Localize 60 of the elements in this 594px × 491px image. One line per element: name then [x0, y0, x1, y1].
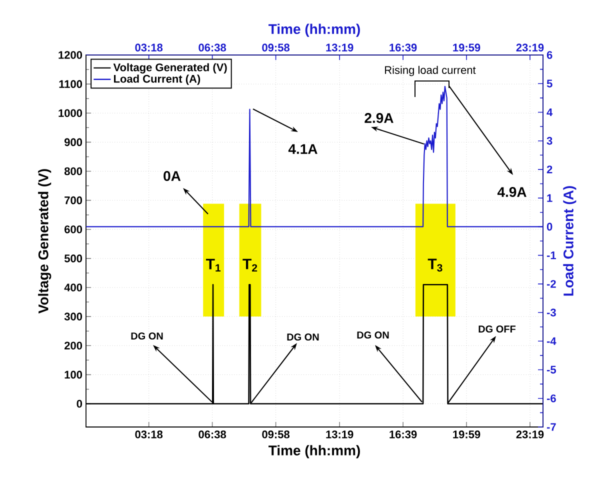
y2-tick-label: 3	[546, 136, 552, 145]
y-axis-title: Voltage Generated (V)	[38, 169, 52, 314]
annotation: 0A	[164, 171, 181, 181]
y2-tick-label: -6	[546, 394, 556, 402]
y-tick-label: 900	[64, 138, 82, 146]
x-tick-label: 06:38	[198, 430, 226, 438]
y2-tick-label: -2	[546, 280, 556, 288]
band-label: T$_{2}$	[242, 258, 258, 272]
y2-tick-label: -4	[546, 337, 556, 345]
y-tick-label: 600	[64, 225, 82, 234]
y2-tick-label: 2	[546, 166, 552, 174]
x2-tick-label: 03:18	[135, 44, 163, 52]
y-tick-label: 800	[64, 167, 82, 176]
y-tick-label: 1100	[59, 80, 82, 88]
y2-tick-label: -5	[546, 366, 556, 374]
y2-tick-label: -1	[546, 252, 556, 260]
annotation: DG ON	[131, 332, 163, 340]
x-tick-label: 03:18	[135, 430, 163, 438]
y-tick-label: 200	[64, 342, 82, 350]
annotation: DG ON	[357, 331, 389, 339]
x2-tick-label: 16:39	[390, 44, 417, 52]
y2-tick-label: -3	[546, 308, 556, 316]
legend-label: Load Current (A)	[114, 74, 200, 85]
annotation: 4.9A	[497, 187, 526, 197]
y-tick-label: 1000	[58, 109, 82, 118]
line-series	[86, 86, 544, 228]
y2-tick-label: 6	[546, 51, 552, 59]
y-tick-label: 0	[76, 400, 82, 408]
y-tick-label: 700	[64, 196, 82, 204]
y2-axis-title: Load Current (A)	[563, 186, 576, 296]
annotation: DG OFF	[478, 325, 516, 333]
y-tick-label: 100	[64, 370, 82, 379]
annotation: Rising load current	[385, 66, 476, 76]
y2-tick-label: 4	[546, 108, 553, 116]
y2-tick-label: -7	[546, 423, 556, 431]
legend-label: Voltage Generated (V)	[113, 63, 227, 74]
y2-tick-label: 5	[546, 80, 552, 88]
band-label: T$_{1}$	[206, 258, 221, 272]
annotation: 4.1A	[288, 144, 318, 154]
annotation: 2.9A	[364, 113, 394, 123]
y-tick-label: 400	[64, 284, 82, 292]
x-tick-label: 16:39	[390, 430, 417, 438]
y-tick-label: 500	[64, 254, 82, 262]
x-tick-label: 13:19	[326, 430, 354, 438]
x2-axis-title: Time (hh:mm)	[268, 24, 360, 37]
x2-tick-label: 19:59	[453, 44, 480, 52]
x2-tick-label: 06:38	[198, 44, 226, 52]
x-axis-title: Time (hh:mm)	[268, 445, 360, 458]
y2-tick-label: 0	[546, 222, 552, 231]
annotation: DG ON	[287, 333, 319, 341]
y-tick-label: 1200	[58, 51, 82, 59]
x-tick-label: 23:19	[516, 430, 544, 438]
y2-tick-label: 1	[547, 194, 552, 202]
x2-tick-label: 09:58	[262, 44, 290, 52]
x2-tick-label: 13:19	[326, 44, 354, 52]
x2-tick-label: 23:19	[516, 44, 544, 52]
y-tick-label: 300	[64, 312, 82, 320]
x-tick-label: 19:59	[453, 430, 480, 438]
band-label: T$_{3}$	[428, 258, 442, 272]
x-tick-label: 09:58	[262, 430, 290, 438]
